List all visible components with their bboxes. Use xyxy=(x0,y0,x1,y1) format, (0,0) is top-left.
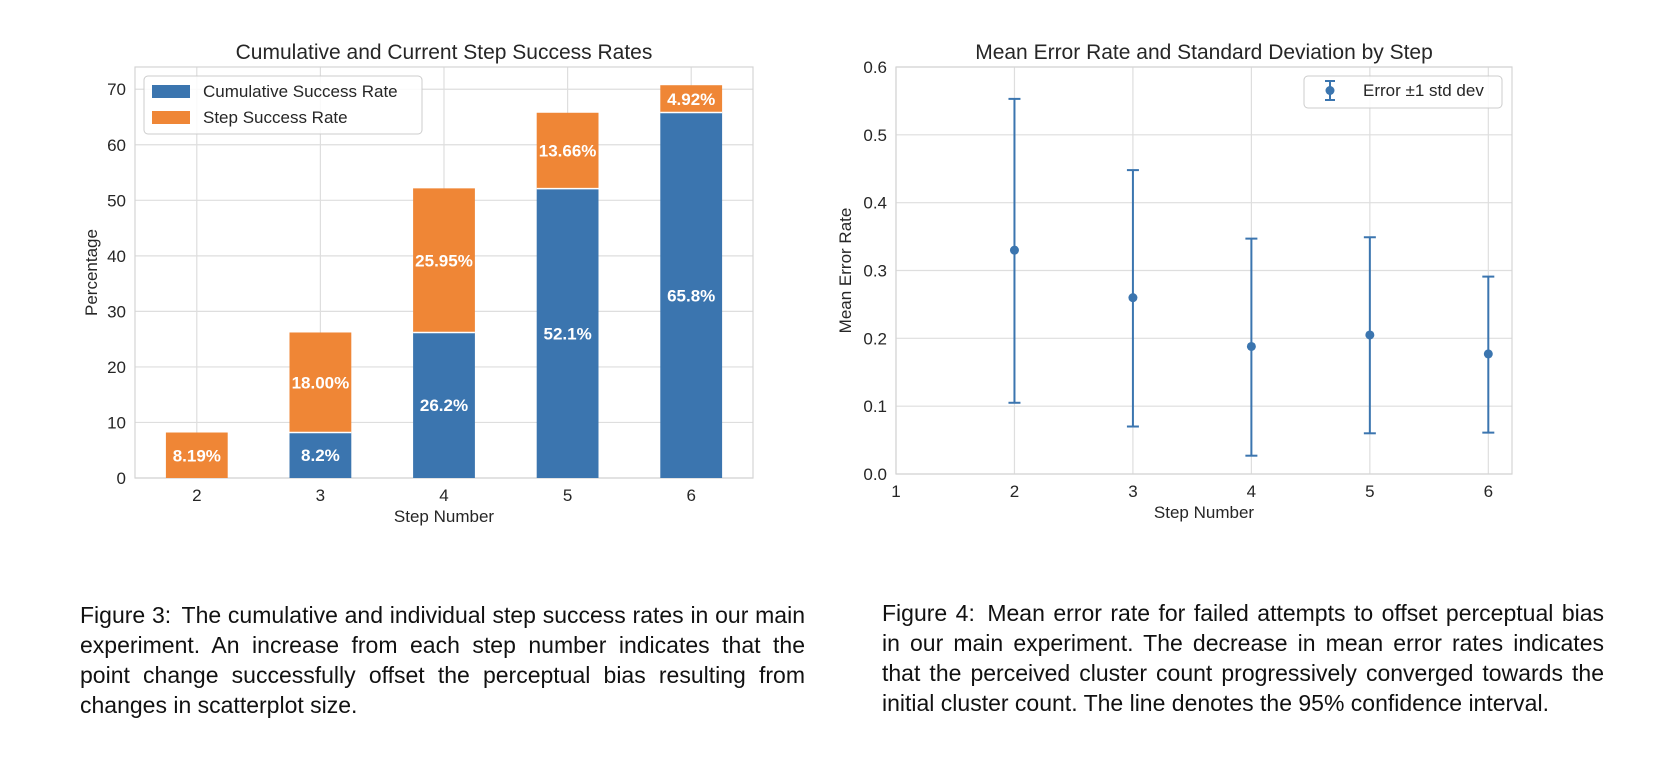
errorbar-chart: 0.0 0.1 0.2 0.3 0.4 0.5 0.6 1 2 3 4 5 6 Error ±1 std … xyxy=(836,41,1513,522)
figure-3: 0 10 20 30 40 50 60 70 2 3 4 5 6 8.19% 8.2% 18.00% 26.2%… xyxy=(0,0,820,768)
y-tick-label: 0 xyxy=(117,469,126,488)
bar-step xyxy=(289,332,352,433)
figure-3-caption-label: Figure 3: xyxy=(80,602,172,628)
chart-title: Cumulative and Current Step Success Rate… xyxy=(236,41,653,64)
x-tick-label: 5 xyxy=(1365,482,1374,501)
legend-box xyxy=(143,75,423,135)
legend-label: Cumulative Success Rate xyxy=(203,82,398,101)
figure-4-caption-text: Mean error rate for failed attempts to o… xyxy=(882,600,1605,716)
y-axis-label: Mean Error Rate xyxy=(836,208,855,334)
x-tick-label: 6 xyxy=(1484,482,1493,501)
figure-4: 0.0 0.1 0.2 0.3 0.4 0.5 0.6 1 2 3 4 5 6 Error ±1 std … xyxy=(820,0,1654,768)
bar-value-label: 52.1% xyxy=(543,324,591,343)
y-tick-label: 0.0 xyxy=(863,465,887,484)
mean-point xyxy=(1128,293,1138,303)
x-tick-label: 3 xyxy=(1128,482,1137,501)
plot-frame xyxy=(895,66,1513,475)
x-axis-label: Step Number xyxy=(1154,503,1254,522)
x-axis-label: Step Number xyxy=(394,507,494,526)
bar-value-label: 4.92% xyxy=(667,90,715,109)
y-tick-label: 0.2 xyxy=(863,329,887,348)
y-tick-label: 0.5 xyxy=(863,126,887,145)
figure-4-caption: Figure 4: Mean error rate for failed att… xyxy=(882,598,1604,718)
legend-label: Step Success Rate xyxy=(203,108,348,127)
bar-cumulative xyxy=(289,432,352,478)
mean-point xyxy=(1483,349,1493,359)
figure-3-caption-text: The cumulative and individual step succe… xyxy=(80,602,805,718)
bar-value-label: 8.19% xyxy=(173,446,221,465)
y-tick-label: 0.1 xyxy=(863,397,887,416)
bar-step xyxy=(165,432,228,478)
bar-value-label: 65.8% xyxy=(667,286,715,305)
bar-value-label: 26.2% xyxy=(420,396,468,415)
x-tick-label: 3 xyxy=(316,486,325,505)
figure-4-caption-label: Figure 4: xyxy=(882,600,975,626)
bar-value-label: 13.66% xyxy=(539,142,597,161)
x-tick-label: 1 xyxy=(891,482,900,501)
x-tick-label: 4 xyxy=(439,486,448,505)
legend-swatch-cumulative xyxy=(152,85,190,98)
x-tick-label: 4 xyxy=(1247,482,1256,501)
figure-3-caption: Figure 3: The cumulative and individual … xyxy=(80,600,805,720)
mean-point xyxy=(1009,245,1019,255)
y-tick-label: 0.4 xyxy=(863,194,887,213)
y-tick-label: 10 xyxy=(107,413,126,432)
y-tick-label: 70 xyxy=(107,80,126,99)
bar-cumulative xyxy=(660,112,723,478)
bar-value-label: 25.95% xyxy=(415,251,473,270)
y-tick-label: 60 xyxy=(107,136,126,155)
chart-title: Mean Error Rate and Standard Deviation b… xyxy=(975,41,1433,64)
x-tick-label: 5 xyxy=(563,486,572,505)
y-tick-label: 50 xyxy=(107,191,126,210)
bar-cumulative xyxy=(413,332,475,478)
legend-label: Error ±1 std dev xyxy=(1363,81,1484,100)
x-tick-label: 2 xyxy=(1010,482,1019,501)
y-tick-label: 40 xyxy=(107,247,126,266)
y-tick-label: 30 xyxy=(107,302,126,321)
y-tick-label: 20 xyxy=(107,358,126,377)
stacked-bar-chart: 0 10 20 30 40 50 60 70 2 3 4 5 6 8.19% 8.2% 18.00% 26.2%… xyxy=(82,41,754,526)
x-tick-label: 2 xyxy=(192,486,201,505)
bar-step xyxy=(536,112,599,189)
legend-box xyxy=(1303,75,1503,109)
legend-marker xyxy=(1325,86,1335,95)
bar-cumulative xyxy=(536,188,599,478)
y-tick-label: 0.6 xyxy=(863,58,887,77)
mean-point xyxy=(1246,341,1256,351)
y-tick-label: 0.3 xyxy=(863,262,887,281)
mean-point xyxy=(1365,330,1375,340)
bar-step xyxy=(660,85,723,113)
legend-swatch-step xyxy=(152,111,190,124)
x-tick-label: 6 xyxy=(686,486,695,505)
bar-value-label: 18.00% xyxy=(292,373,350,392)
bar-step xyxy=(413,188,475,333)
y-axis-label: Percentage xyxy=(82,229,101,316)
bar-value-label: 8.2% xyxy=(301,446,340,465)
